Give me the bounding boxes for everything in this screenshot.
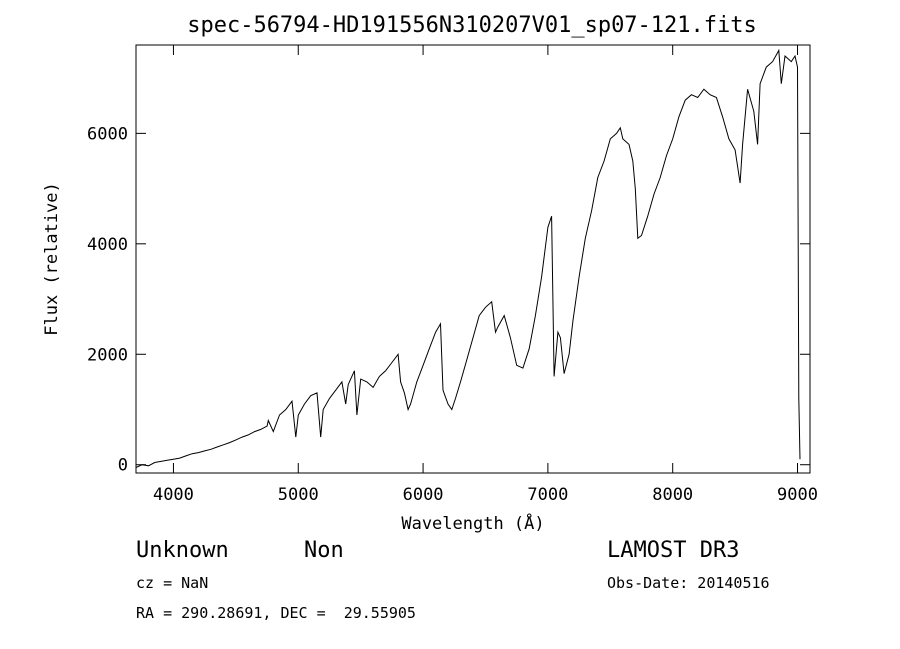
y-axis-ticks: 0 2000 4000 6000 (87, 124, 810, 476)
flux-series-line (135, 48, 801, 468)
x-tick-label-6000: 6000 (403, 485, 444, 505)
x-tick-label-9000: 9000 (777, 485, 818, 505)
x-axis-label: Wavelength (Å) (401, 512, 544, 534)
y-tick-label-4000: 4000 (87, 235, 128, 255)
y-axis-label: Flux (relative) (42, 182, 62, 336)
x-tick-label-5000: 5000 (278, 485, 319, 505)
redshift-text: cz = NaN (136, 574, 209, 592)
y-tick-label-6000: 6000 (87, 124, 128, 144)
x-tick-label-7000: 7000 (527, 485, 568, 505)
y-tick-label-0: 0 (118, 456, 128, 476)
y-tick-label-2000: 2000 (87, 345, 128, 365)
coordinates-text: RA = 290.28691, DEC = 29.55905 (136, 604, 416, 622)
plot-frame (135, 44, 811, 474)
object-subclass: Non (304, 538, 344, 563)
x-tick-label-8000: 8000 (652, 485, 693, 505)
chart-title: spec-56794-HD191556N310207V01_sp07-121.f… (187, 13, 757, 38)
obs-date-text: Obs-Date: 20140516 (607, 574, 770, 592)
object-class: Unknown (136, 538, 229, 563)
x-tick-label-4000: 4000 (153, 485, 194, 505)
x-axis-ticks: 4000 5000 6000 7000 8000 9000 (153, 45, 818, 505)
survey-name: LAMOST DR3 (607, 538, 740, 563)
